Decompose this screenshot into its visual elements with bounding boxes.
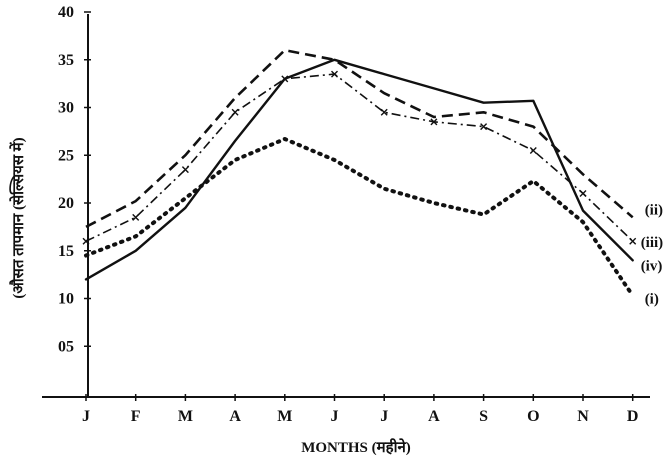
x-tick-label: J bbox=[380, 408, 388, 425]
x-tick-label: J bbox=[82, 408, 90, 425]
x-marker bbox=[182, 167, 188, 173]
series-label: (iv) bbox=[641, 258, 663, 274]
series-label: (i) bbox=[645, 292, 659, 308]
x-marker bbox=[580, 190, 586, 196]
data-point bbox=[182, 167, 188, 173]
series-label: (ii) bbox=[645, 202, 663, 218]
y-tick-label: 20 bbox=[58, 195, 74, 212]
x-tick-label: F bbox=[131, 408, 141, 425]
x-tick-label: O bbox=[527, 408, 539, 425]
series-line bbox=[86, 60, 633, 280]
data-point bbox=[630, 238, 636, 244]
x-marker bbox=[232, 109, 238, 115]
y-tick-label: 35 bbox=[58, 52, 74, 69]
y-axis-title: (औसत तापमान (सेल्सियस में) bbox=[9, 137, 27, 298]
y-tick-label: 05 bbox=[58, 338, 74, 355]
y-tick-label: 30 bbox=[58, 100, 74, 117]
data-point bbox=[580, 190, 586, 196]
x-tick-label: S bbox=[479, 408, 488, 425]
x-marker bbox=[530, 147, 536, 153]
series-label: (iii) bbox=[641, 235, 664, 251]
x-tick-label: M bbox=[178, 408, 193, 425]
x-marker bbox=[630, 238, 636, 244]
series-line bbox=[86, 74, 633, 241]
y-tick-label: 10 bbox=[58, 291, 74, 308]
x-tick-label: N bbox=[577, 408, 589, 425]
y-tick-label: 40 bbox=[58, 4, 74, 21]
data-point bbox=[232, 109, 238, 115]
x-axis-title: MONTHS (महीने) bbox=[301, 438, 411, 456]
x-marker bbox=[133, 214, 139, 220]
data-point bbox=[133, 214, 139, 220]
x-tick-label: A bbox=[229, 408, 241, 425]
x-tick-label: M bbox=[277, 408, 292, 425]
series-layer bbox=[83, 50, 636, 295]
x-tick-label: D bbox=[627, 408, 639, 425]
data-point bbox=[530, 147, 536, 153]
y-tick-label: 25 bbox=[58, 147, 74, 164]
x-tick-label: J bbox=[331, 408, 339, 425]
y-tick-label: 15 bbox=[58, 243, 74, 260]
x-tick-label: A bbox=[428, 408, 440, 425]
series-line bbox=[86, 139, 633, 296]
